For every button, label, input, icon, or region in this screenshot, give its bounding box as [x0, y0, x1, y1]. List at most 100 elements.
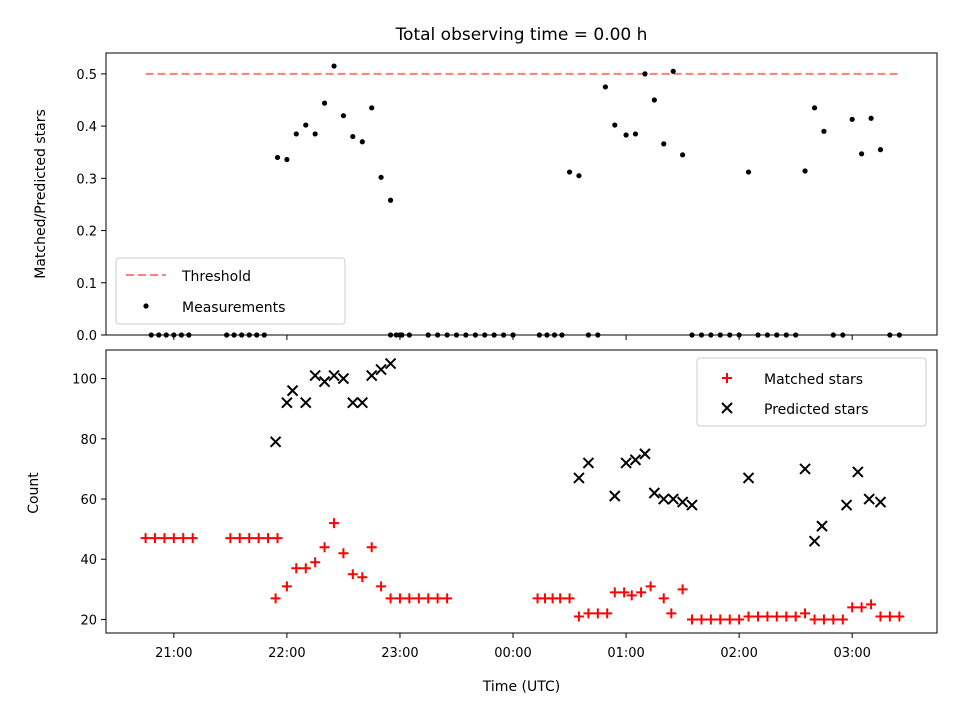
predicted-star-point — [816, 520, 828, 532]
legend-matched-label: Matched stars — [764, 372, 863, 388]
predicted-star-point — [309, 369, 321, 382]
measurement-point — [359, 139, 365, 145]
matched-star-point — [270, 593, 281, 604]
matched-star-point — [423, 593, 434, 604]
top-panel: 0.0 0.1 0.2 0.3 0.4 0.5 Threshold Measurements — [76, 52, 938, 344]
matched-star-point — [140, 533, 151, 544]
top-plot-frame — [105, 52, 938, 336]
predicted-star-point — [840, 499, 853, 511]
bottom-x-tick-label: 01:00 — [607, 646, 644, 661]
measurement-point — [755, 332, 761, 338]
matched-star-point — [790, 611, 801, 622]
matched-star-point — [866, 599, 877, 610]
predicted-star-point — [281, 396, 293, 409]
matched-star-point — [555, 593, 566, 604]
matched-star-point — [291, 563, 302, 574]
matched-star-point — [281, 581, 292, 592]
matched-star-point — [762, 611, 773, 622]
matched-star-point — [884, 611, 895, 622]
predicted-star-point — [286, 384, 299, 397]
predicted-star-point — [852, 466, 864, 478]
matched-star-point — [609, 587, 620, 598]
measurement-point — [689, 332, 695, 338]
matched-star-point — [894, 611, 905, 622]
legend-matched-swatch — [722, 373, 732, 383]
measurement-point — [680, 152, 686, 158]
measurement-point — [163, 332, 169, 338]
matched-star-point — [715, 614, 726, 625]
matched-star-point — [394, 593, 405, 604]
matched-star-point — [234, 533, 245, 544]
matched-star-point — [319, 542, 330, 553]
predicted-star-point — [676, 496, 689, 508]
predicted-star-point — [639, 448, 651, 460]
predicted-star-point — [337, 372, 350, 385]
matched-star-point — [583, 608, 594, 619]
matched-star-point — [666, 608, 677, 619]
measurement-point — [303, 122, 309, 128]
measurement-point — [378, 174, 384, 180]
top-y-tick-label: 0.4 — [76, 120, 97, 135]
measurement-point — [896, 332, 902, 338]
top-y-axis-label: Matched/Predicted stars — [33, 109, 49, 279]
bottom-y-tick-label: 40 — [80, 553, 97, 568]
measurement-point — [661, 141, 667, 147]
measurement-point — [821, 128, 827, 134]
matched-star-point — [338, 548, 349, 559]
matched-star-point — [385, 593, 396, 604]
top-y-tick-label: 0.3 — [76, 172, 97, 187]
measurement-point — [651, 97, 657, 103]
measurement-point — [727, 332, 733, 338]
measurement-point — [830, 332, 836, 338]
measurement-point — [435, 332, 441, 338]
measurement-point — [536, 332, 542, 338]
bottom-legend-box — [696, 357, 927, 427]
measurement-point — [156, 332, 162, 338]
measurement-point — [551, 332, 558, 338]
predicted-star-point — [874, 496, 887, 508]
matched-star-point — [329, 518, 340, 529]
matched-star-point — [253, 533, 264, 544]
measurement-point — [774, 332, 780, 338]
matched-star-point — [686, 614, 697, 625]
measurement-point — [393, 332, 399, 338]
measurement-point — [793, 332, 799, 338]
measurement-point — [312, 131, 318, 137]
matched-star-point — [573, 611, 584, 622]
measurement-point — [623, 132, 629, 138]
measurement-point — [736, 332, 742, 338]
measurement-point — [717, 332, 723, 338]
measurement-point — [585, 332, 592, 338]
bottom-y-tick-label: 100 — [72, 373, 97, 388]
bottom-x-tick-label: 21:00 — [155, 646, 192, 661]
matched-star-point — [244, 533, 255, 544]
matched-star-point — [743, 611, 754, 622]
measurement-point — [239, 332, 245, 338]
matched-star-point — [602, 608, 613, 619]
measurement-point — [612, 122, 618, 128]
predicted-star-point — [573, 472, 585, 484]
measurement-point — [472, 332, 478, 338]
x-axis-label: Time (UTC) — [482, 679, 560, 695]
measurement-point — [840, 332, 846, 338]
matched-star-point — [734, 614, 745, 625]
measurement-point — [858, 151, 865, 157]
measurement-point — [868, 115, 874, 121]
matched-star-point — [159, 533, 170, 544]
legend-measurements-label: Measurements — [182, 300, 285, 316]
predicted-star-point — [365, 369, 378, 382]
predicted-star-point — [667, 493, 679, 505]
measurement-point — [406, 332, 412, 338]
measurement-point — [698, 332, 705, 338]
matched-star-point — [592, 608, 603, 619]
matched-star-point — [658, 593, 669, 604]
matched-star-point — [847, 602, 858, 613]
predicted-star-point — [384, 357, 397, 370]
measurement-point — [887, 332, 893, 338]
predicted-star-point — [269, 436, 282, 448]
measurement-point — [321, 100, 328, 106]
matched-star-point — [645, 581, 656, 592]
matched-star-point — [724, 614, 735, 625]
bottom-plot-frame — [105, 349, 938, 634]
measurement-point — [811, 105, 818, 111]
